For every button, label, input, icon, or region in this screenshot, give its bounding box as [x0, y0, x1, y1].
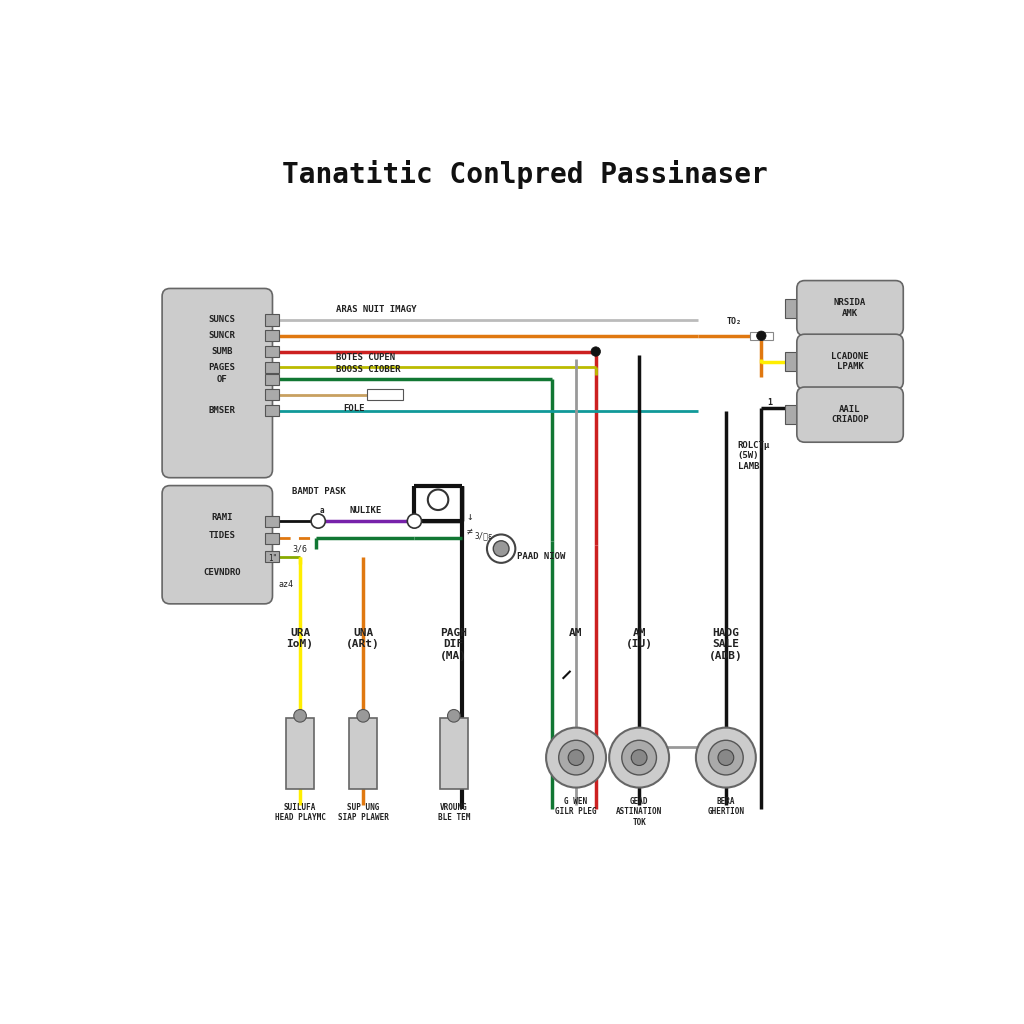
Bar — [785, 352, 805, 372]
Circle shape — [408, 514, 422, 528]
Text: BMSER: BMSER — [209, 407, 236, 415]
Text: CEVNDRO: CEVNDRO — [203, 568, 241, 577]
Bar — [264, 361, 279, 373]
Text: LCADONE
LPAMK: LCADONE LPAMK — [831, 352, 868, 372]
Text: HADG
SALE
(ADB): HADG SALE (ADB) — [709, 628, 742, 660]
Bar — [264, 532, 279, 544]
Text: SUILUFA
HEAD PLAYMC: SUILUFA HEAD PLAYMC — [274, 803, 326, 822]
Text: FOLE: FOLE — [343, 404, 365, 414]
Circle shape — [568, 750, 584, 766]
Circle shape — [447, 710, 460, 722]
Bar — [264, 314, 279, 326]
Text: PAGES: PAGES — [209, 362, 236, 372]
Text: PAGH
DIF
(MA): PAGH DIF (MA) — [440, 628, 467, 660]
Bar — [264, 374, 279, 385]
Circle shape — [631, 750, 647, 766]
Text: AM
(IU): AM (IU) — [626, 628, 652, 649]
Text: VROUNG
BLE TEM: VROUNG BLE TEM — [437, 803, 470, 822]
Circle shape — [559, 740, 593, 775]
Text: 1": 1" — [268, 554, 278, 562]
Bar — [264, 331, 279, 341]
Bar — [785, 299, 805, 317]
Text: ≠: ≠ — [467, 526, 472, 537]
FancyBboxPatch shape — [797, 387, 903, 442]
Text: RAMI: RAMI — [211, 513, 232, 521]
Bar — [264, 515, 279, 526]
Bar — [750, 332, 773, 340]
Text: OF: OF — [217, 375, 227, 384]
Bar — [264, 346, 279, 357]
Text: UNA
(ARt): UNA (ARt) — [346, 628, 380, 649]
Text: 1: 1 — [768, 397, 773, 407]
Circle shape — [546, 728, 606, 787]
Circle shape — [709, 740, 743, 775]
Circle shape — [757, 331, 766, 341]
Circle shape — [311, 514, 326, 528]
Text: TIDES: TIDES — [209, 530, 236, 540]
Circle shape — [356, 710, 370, 722]
Bar — [286, 718, 314, 790]
Text: 3/6: 3/6 — [292, 545, 307, 554]
Text: ARAS NUIT IMAGY: ARAS NUIT IMAGY — [336, 305, 416, 313]
Bar — [439, 718, 468, 790]
Circle shape — [696, 728, 756, 787]
FancyBboxPatch shape — [797, 334, 903, 389]
Text: a: a — [319, 506, 325, 515]
Circle shape — [622, 740, 656, 775]
Text: AAIL
CRIADOP: AAIL CRIADOP — [831, 404, 868, 424]
Text: URA
IoM): URA IoM) — [287, 628, 313, 649]
Text: SUNCR: SUNCR — [209, 332, 236, 340]
Circle shape — [494, 541, 509, 557]
Text: Tanatitic Conlpred Passinaser: Tanatitic Conlpred Passinaser — [282, 160, 768, 188]
Text: az4: az4 — [279, 580, 294, 589]
Text: NRSIDA
AMK: NRSIDA AMK — [834, 298, 866, 317]
Bar — [349, 718, 378, 790]
Bar — [367, 389, 402, 400]
Text: SUP UNG
SIAP PLAWER: SUP UNG SIAP PLAWER — [338, 803, 388, 822]
FancyBboxPatch shape — [162, 289, 272, 477]
Bar — [264, 406, 279, 416]
Text: BOOSS CIOBER: BOOSS CIOBER — [336, 365, 400, 374]
Bar — [785, 406, 805, 424]
Text: AM: AM — [569, 628, 583, 638]
FancyBboxPatch shape — [162, 485, 272, 604]
Text: PAAD NIOW: PAAD NIOW — [517, 552, 565, 561]
Text: BOTES CUPEN: BOTES CUPEN — [336, 353, 394, 361]
Text: SUNCS: SUNCS — [209, 315, 236, 325]
Text: TO₂: TO₂ — [726, 317, 741, 327]
Circle shape — [591, 347, 600, 356]
Text: BAMDT PASK: BAMDT PASK — [292, 486, 346, 496]
Text: GEAD
ASTINATION
TOK: GEAD ASTINATION TOK — [616, 797, 663, 826]
Text: BERA
GHERTION: BERA GHERTION — [708, 797, 744, 816]
Circle shape — [487, 535, 515, 563]
Circle shape — [428, 489, 449, 510]
Circle shape — [609, 728, 669, 787]
Text: G WEN
GILR PLEG: G WEN GILR PLEG — [555, 797, 597, 816]
Text: SUMB: SUMB — [211, 347, 232, 356]
FancyBboxPatch shape — [797, 281, 903, 336]
Circle shape — [294, 710, 306, 722]
Bar — [264, 389, 279, 400]
Text: ROLCTμ
(5W)
LAMB: ROLCTμ (5W) LAMB — [737, 440, 770, 470]
Text: 3/ℓε: 3/ℓε — [474, 531, 493, 541]
Text: ↓: ↓ — [466, 512, 473, 522]
Circle shape — [718, 750, 734, 766]
Bar — [264, 551, 279, 562]
Text: NULIKE: NULIKE — [350, 506, 382, 515]
